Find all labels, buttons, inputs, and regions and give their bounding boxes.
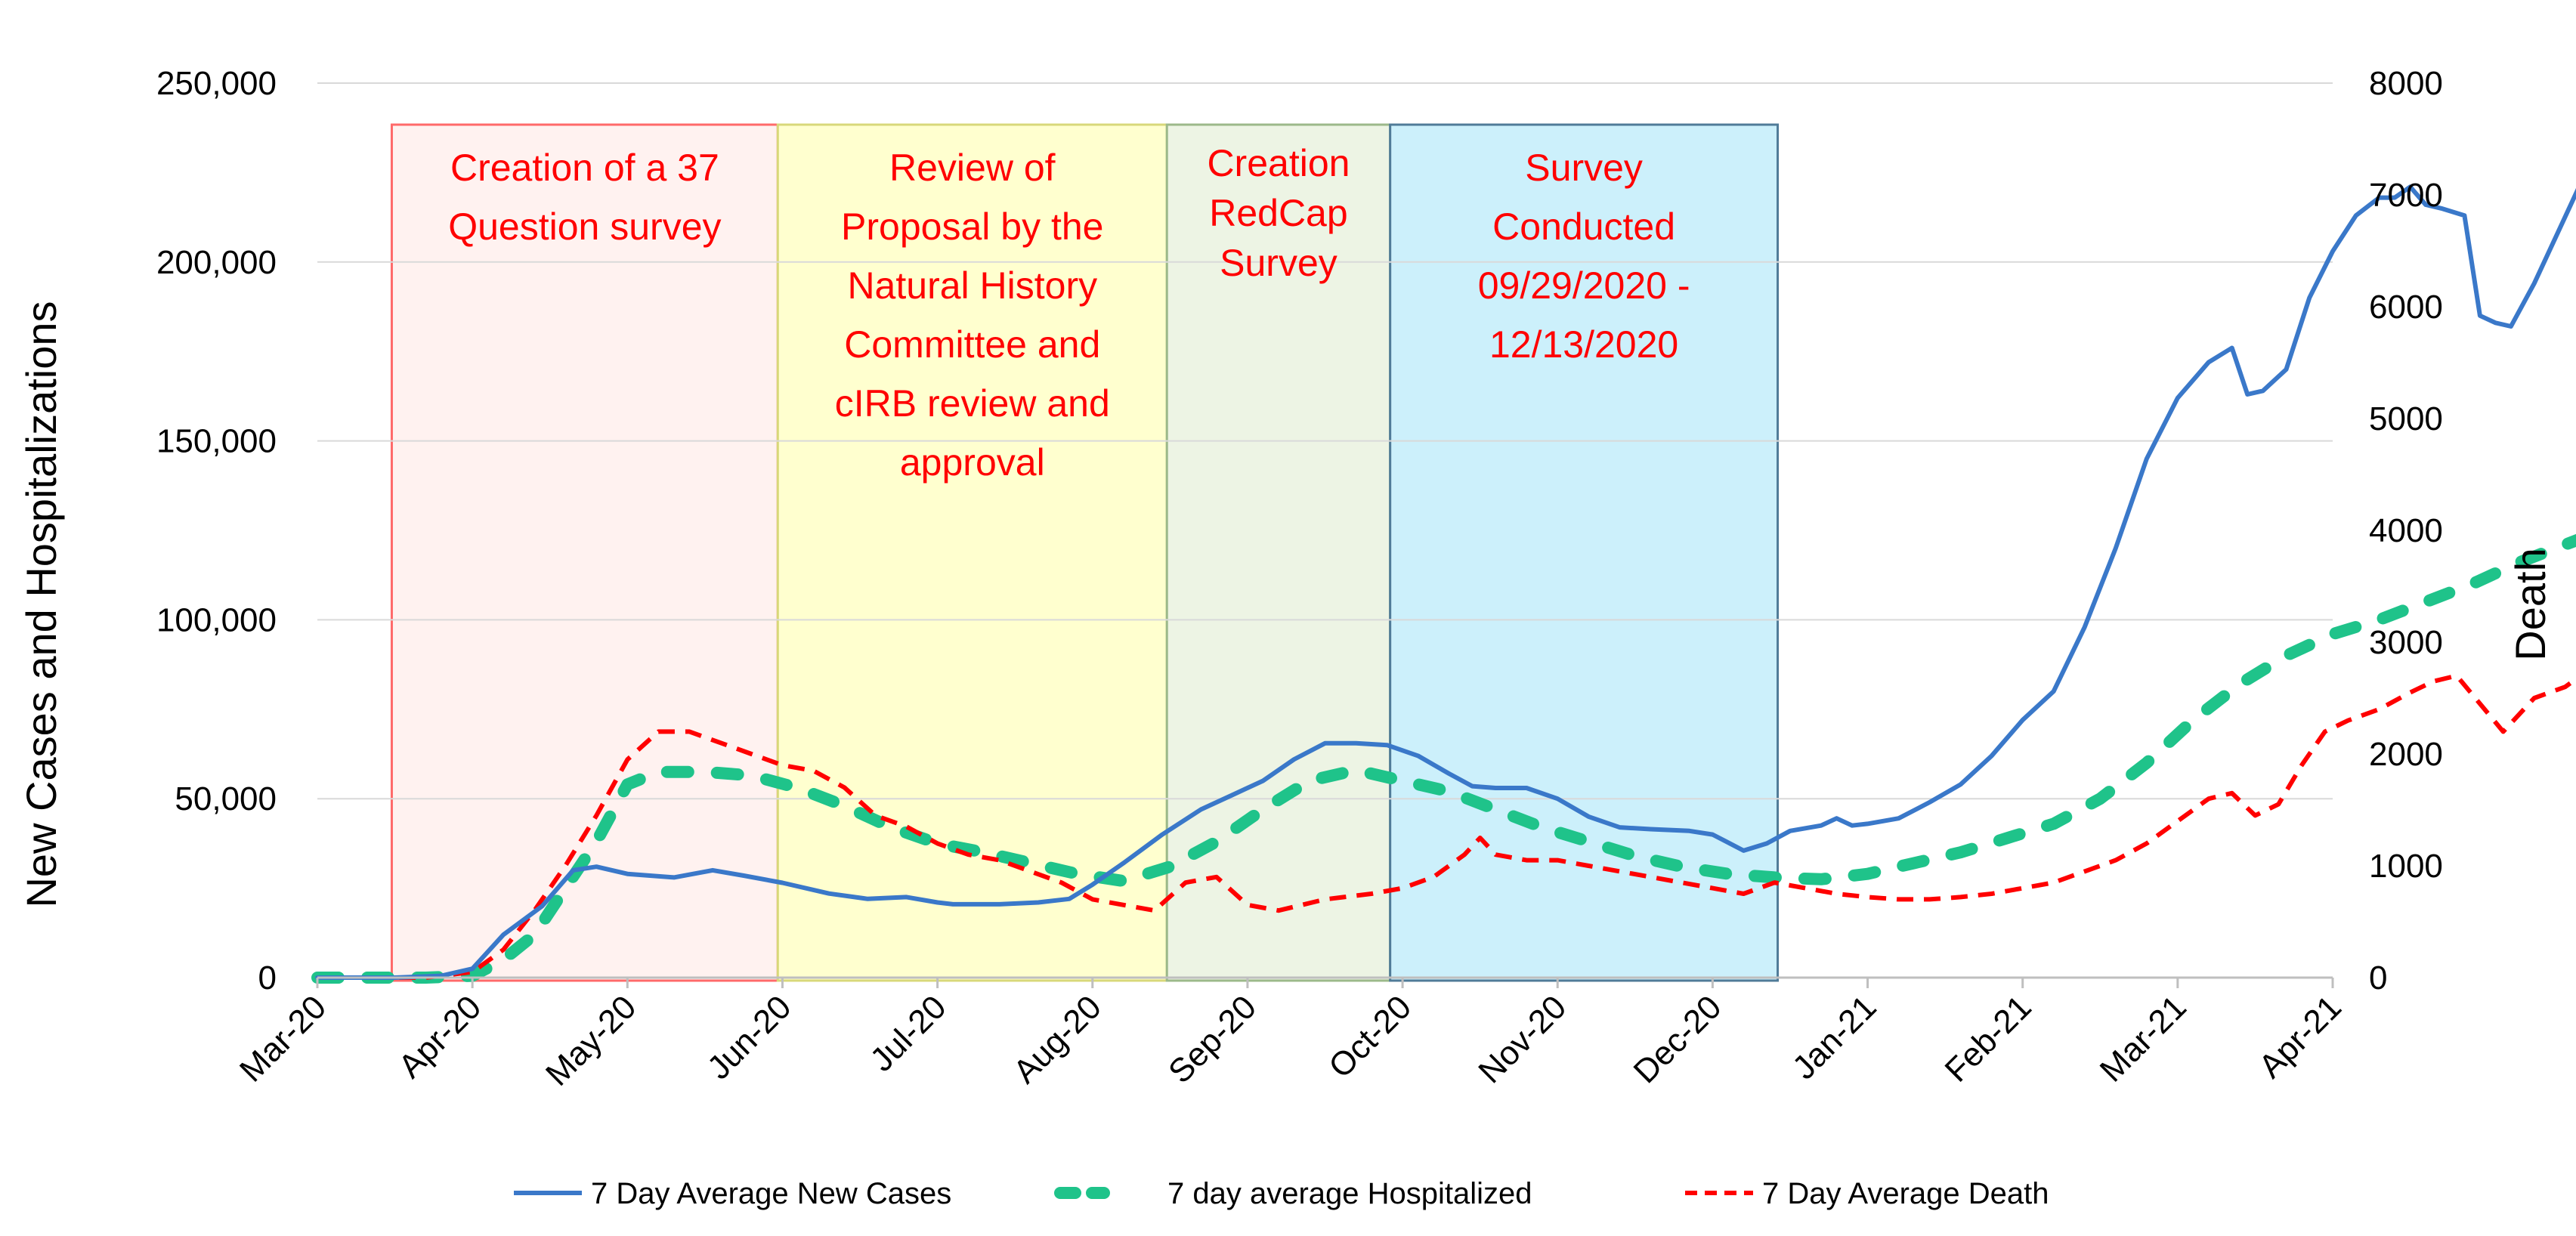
- y-right-tick-label: 8000: [2369, 65, 2443, 102]
- phase-label-2: Proposal by the: [841, 205, 1103, 248]
- y-right-tick-label: 3000: [2369, 624, 2443, 661]
- series-line-7-day-average-new-cases: [315, 184, 2576, 980]
- gridlines: [317, 82, 2333, 800]
- phase-label-2: cIRB review and: [835, 382, 1110, 425]
- y-left-tick-label: 50,000: [175, 780, 277, 817]
- y-right-tick-label: 2000: [2369, 736, 2443, 773]
- phase-regions: [390, 123, 1780, 982]
- series-line-7-day-average-hospitalized: [311, 533, 2576, 984]
- legend-label: 7 day average Hospitalized: [1167, 1177, 1532, 1210]
- data-series: [311, 184, 2576, 984]
- y-right-tick-label: 1000: [2369, 848, 2443, 885]
- y-left-tick-label: 100,000: [156, 601, 277, 638]
- phase-label-2: Review of: [889, 147, 1056, 189]
- y-right-tick-label: 0: [2369, 959, 2387, 997]
- y-right-tick-label: 6000: [2369, 289, 2443, 326]
- phase-region-2: [776, 123, 1168, 982]
- phase-label-4: Conducted: [1492, 205, 1675, 248]
- phase-label-4: Survey: [1525, 147, 1643, 189]
- phase-label-4: 09/29/2020 -: [1478, 264, 1690, 307]
- phase-annotations: Creation of a 37 Question survey Review of…: [448, 142, 1690, 484]
- legend: 7 Day Average New Cases 7 day average Hos…: [514, 1177, 2049, 1210]
- phase-region-3: [1165, 123, 1392, 982]
- series-line-7-day-average-death: [317, 673, 2576, 980]
- phase-label-3: RedCap: [1209, 192, 1347, 234]
- phase-label-4: 12/13/2020: [1489, 323, 1678, 366]
- legend-label: 7 Day Average Death: [1762, 1177, 2049, 1210]
- y-axis-right-title: Death: [2506, 548, 2554, 660]
- phase-label-1: Creation of a 37: [450, 147, 719, 189]
- phase-label-2: Natural History: [847, 264, 1097, 307]
- phase-label-2: Committee and: [844, 323, 1100, 366]
- y-left-tick-label: 200,000: [156, 244, 277, 281]
- phase-label-3: Creation: [1207, 142, 1350, 184]
- y-left-tick-label: 250,000: [156, 65, 277, 102]
- phase-region-4: [1389, 123, 1780, 982]
- y-left-tick-label: 150,000: [156, 423, 277, 460]
- phase-label-3: Survey: [1220, 242, 1337, 284]
- y-right-tick-label: 7000: [2369, 177, 2443, 214]
- y-left-tick-label: 0: [258, 959, 277, 997]
- legend-label: 7 Day Average New Cases: [591, 1177, 951, 1210]
- y-right-tick-label: 4000: [2369, 512, 2443, 549]
- phase-label-2: approval: [900, 441, 1045, 484]
- y-right-tick-label: 5000: [2369, 400, 2443, 437]
- y-axis-left-title: New Cases and Hospitalizations: [17, 301, 65, 907]
- phase-region-1: [390, 123, 779, 982]
- phase-label-1: Question survey: [448, 205, 721, 248]
